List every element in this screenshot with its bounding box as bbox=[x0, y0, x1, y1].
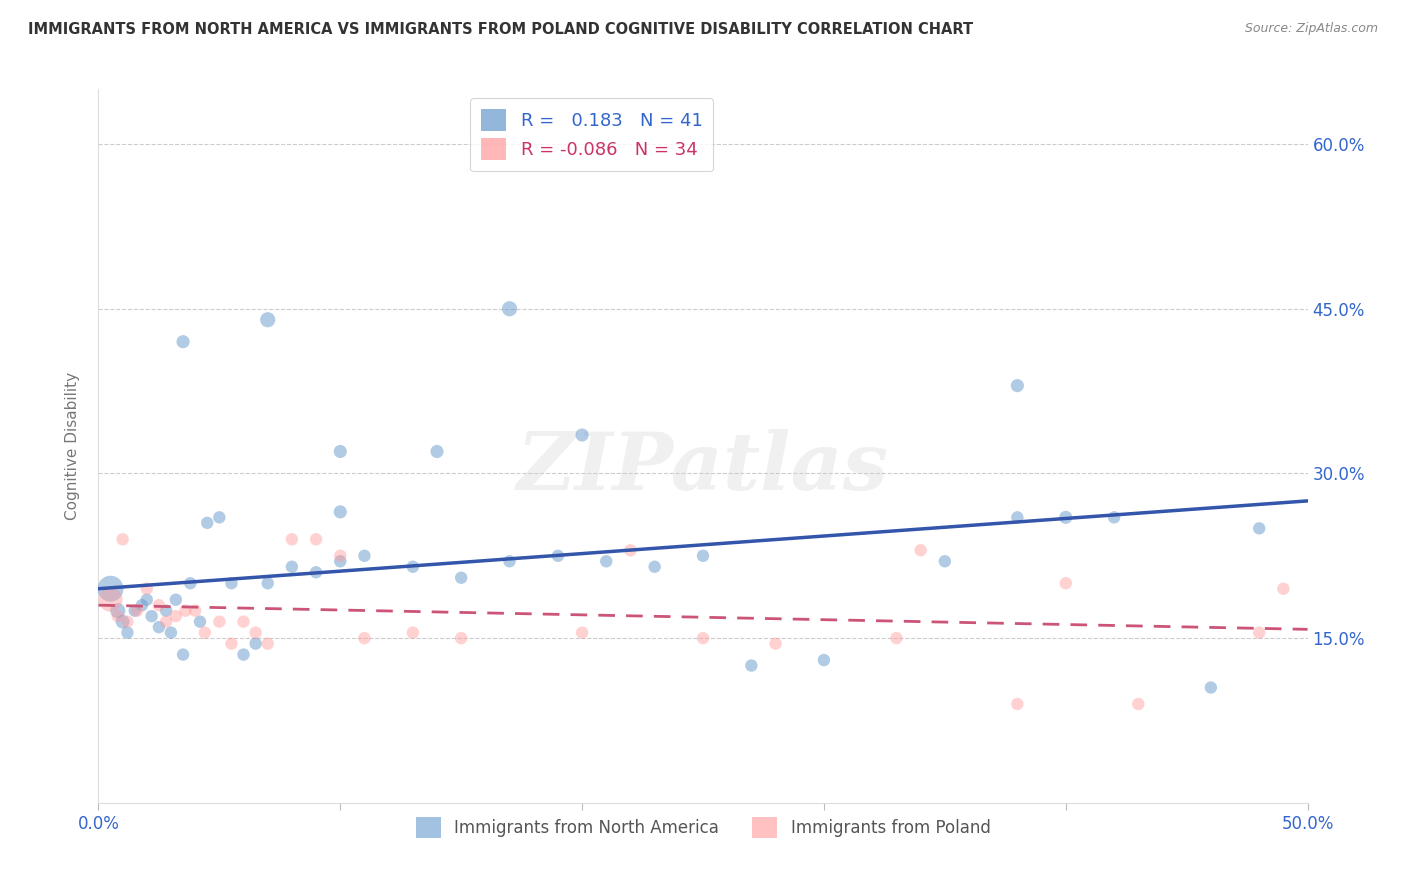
Point bbox=[1054, 576, 1077, 591]
Point bbox=[208, 615, 231, 629]
Point bbox=[141, 609, 163, 624]
Point bbox=[148, 620, 170, 634]
Point bbox=[571, 625, 593, 640]
Point bbox=[740, 658, 762, 673]
Point bbox=[595, 554, 617, 568]
Point bbox=[910, 543, 932, 558]
Point bbox=[208, 510, 231, 524]
Point bbox=[329, 505, 352, 519]
Point bbox=[174, 604, 197, 618]
Point bbox=[692, 631, 714, 645]
Point bbox=[1007, 697, 1029, 711]
Point bbox=[195, 516, 218, 530]
Point bbox=[450, 571, 472, 585]
Point bbox=[127, 604, 149, 618]
Text: Source: ZipAtlas.com: Source: ZipAtlas.com bbox=[1244, 22, 1378, 36]
Point bbox=[148, 598, 170, 612]
Point bbox=[155, 604, 177, 618]
Legend: Immigrants from North America, Immigrants from Poland: Immigrants from North America, Immigrant… bbox=[409, 811, 997, 845]
Point bbox=[124, 604, 146, 618]
Point bbox=[813, 653, 835, 667]
Point bbox=[281, 559, 304, 574]
Point bbox=[221, 576, 243, 591]
Point bbox=[172, 648, 194, 662]
Point bbox=[155, 615, 177, 629]
Point bbox=[1007, 510, 1029, 524]
Point bbox=[256, 312, 278, 326]
Point bbox=[135, 582, 157, 596]
Point bbox=[281, 533, 304, 547]
Point bbox=[765, 637, 787, 651]
Point bbox=[571, 428, 593, 442]
Text: IMMIGRANTS FROM NORTH AMERICA VS IMMIGRANTS FROM POLAND COGNITIVE DISABILITY COR: IMMIGRANTS FROM NORTH AMERICA VS IMMIGRA… bbox=[28, 22, 973, 37]
Point bbox=[221, 637, 243, 651]
Point bbox=[184, 604, 207, 618]
Point bbox=[547, 549, 569, 563]
Point bbox=[117, 625, 139, 640]
Point bbox=[305, 566, 328, 580]
Point bbox=[172, 334, 194, 349]
Point bbox=[131, 598, 153, 612]
Point bbox=[245, 625, 267, 640]
Point bbox=[305, 533, 328, 547]
Point bbox=[135, 592, 157, 607]
Point bbox=[692, 549, 714, 563]
Point bbox=[165, 592, 187, 607]
Point bbox=[232, 648, 254, 662]
Point bbox=[100, 592, 122, 607]
Point bbox=[160, 625, 183, 640]
Point bbox=[1128, 697, 1150, 711]
Point bbox=[194, 625, 217, 640]
Point bbox=[450, 631, 472, 645]
Point bbox=[426, 444, 449, 458]
Point bbox=[232, 615, 254, 629]
Y-axis label: Cognitive Disability: Cognitive Disability bbox=[65, 372, 80, 520]
Point bbox=[117, 615, 139, 629]
Point bbox=[1102, 510, 1125, 524]
Point bbox=[402, 559, 425, 574]
Point bbox=[107, 604, 129, 618]
Point bbox=[188, 615, 211, 629]
Point bbox=[498, 554, 520, 568]
Point bbox=[165, 609, 187, 624]
Point bbox=[619, 543, 641, 558]
Point bbox=[1249, 625, 1271, 640]
Text: ZIPatlas: ZIPatlas bbox=[517, 429, 889, 506]
Point bbox=[179, 576, 201, 591]
Point bbox=[1272, 582, 1295, 596]
Point bbox=[107, 609, 129, 624]
Point bbox=[353, 631, 375, 645]
Point bbox=[329, 554, 352, 568]
Point bbox=[256, 637, 278, 651]
Point bbox=[329, 444, 352, 458]
Point bbox=[498, 301, 520, 316]
Point bbox=[111, 533, 134, 547]
Point bbox=[1199, 681, 1222, 695]
Point bbox=[402, 625, 425, 640]
Point bbox=[886, 631, 908, 645]
Point bbox=[934, 554, 956, 568]
Point bbox=[644, 559, 666, 574]
Point bbox=[353, 549, 375, 563]
Point bbox=[1054, 510, 1077, 524]
Point bbox=[256, 576, 278, 591]
Point bbox=[329, 549, 352, 563]
Point bbox=[100, 582, 122, 596]
Point bbox=[1249, 521, 1271, 535]
Point bbox=[245, 637, 267, 651]
Point bbox=[1007, 378, 1029, 392]
Point bbox=[111, 615, 134, 629]
